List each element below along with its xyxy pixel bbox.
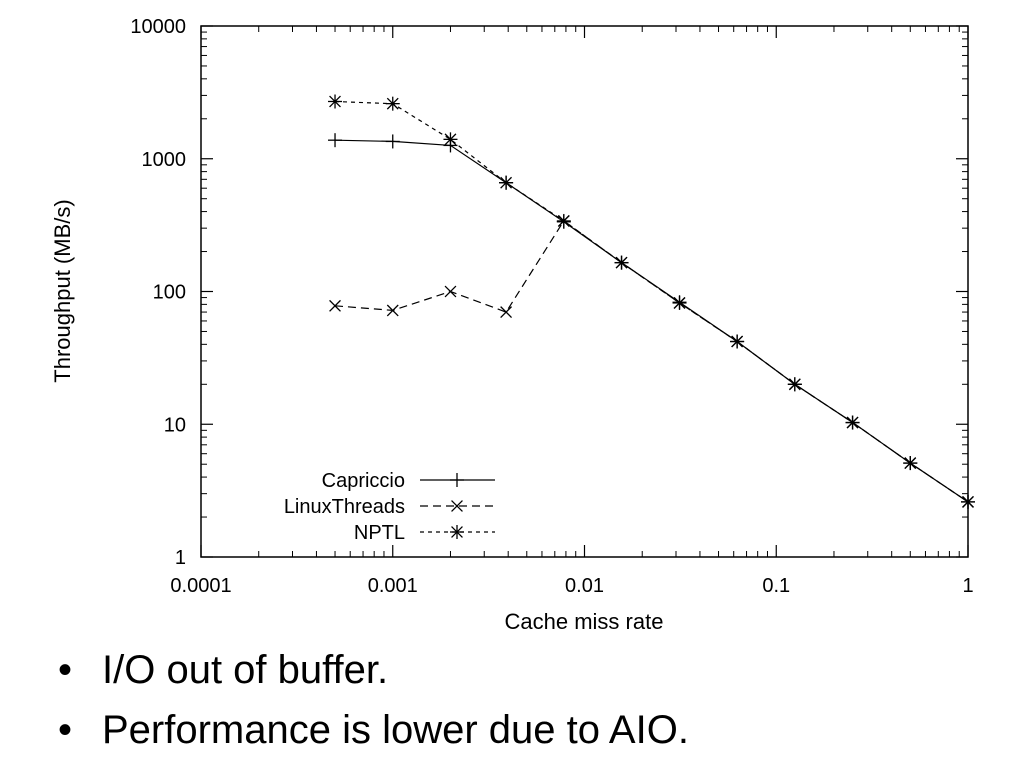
legend: Capriccio LinuxThreads NPTL bbox=[284, 470, 495, 544]
data-point-nptl bbox=[787, 377, 802, 392]
marker-stroke bbox=[329, 95, 341, 108]
marker-stroke bbox=[451, 526, 463, 538]
series-linuxthreads bbox=[329, 215, 974, 508]
data-point-nptl bbox=[845, 415, 860, 430]
marker-stroke bbox=[557, 215, 570, 227]
bullet-text: I/O out of buffer. bbox=[102, 648, 389, 692]
data-point-nptl bbox=[556, 213, 571, 228]
x-tick-label: 1 bbox=[962, 575, 973, 597]
marker-stroke bbox=[386, 97, 399, 110]
marker-stroke bbox=[731, 335, 744, 348]
legend-marker-nptl bbox=[450, 525, 464, 539]
data-point-nptl bbox=[961, 494, 975, 509]
marker-stroke bbox=[500, 176, 513, 189]
bullet-item: • I/O out of buffer. bbox=[58, 640, 689, 700]
y-tick-label: 10000 bbox=[130, 16, 186, 38]
bullet-text: Performance is lower due to AIO. bbox=[102, 708, 689, 752]
data-point-nptl bbox=[328, 94, 343, 109]
legend-label-capriccio: Capriccio bbox=[322, 470, 405, 492]
y-tick-label: 1 bbox=[175, 547, 186, 569]
marker-stroke bbox=[451, 500, 463, 512]
marker-stroke bbox=[444, 285, 457, 298]
marker-stroke bbox=[673, 297, 686, 309]
marker-stroke bbox=[962, 495, 974, 508]
data-point-nptl bbox=[443, 132, 458, 147]
series-line-linuxthreads bbox=[334, 220, 969, 503]
data-point-nptl bbox=[614, 255, 629, 270]
series-layer bbox=[328, 94, 975, 509]
data-point-nptl bbox=[903, 456, 918, 471]
legend-marker-linuxthreads bbox=[451, 500, 463, 512]
y-tick-label: 100 bbox=[153, 282, 186, 304]
data-point-linuxthreads bbox=[444, 285, 457, 298]
data-point-capriccio bbox=[328, 133, 343, 148]
x-tick-label: 0.0001 bbox=[170, 575, 231, 597]
legend-marker-capriccio bbox=[450, 473, 464, 487]
bullet-list: • I/O out of buffer. • Performance is lo… bbox=[58, 640, 689, 760]
data-point-nptl bbox=[385, 96, 400, 111]
series-line-capriccio bbox=[334, 139, 969, 503]
x-tick-label: 0.1 bbox=[762, 575, 790, 597]
series-line-nptl bbox=[334, 100, 969, 503]
data-point-nptl bbox=[499, 175, 514, 190]
data-point-linuxthreads bbox=[500, 306, 513, 318]
data-point-nptl bbox=[730, 334, 745, 349]
y-axis-label: Throughput (MB/s) bbox=[50, 199, 75, 382]
marker-stroke bbox=[788, 378, 801, 391]
marker-stroke bbox=[329, 299, 341, 312]
axis-ticks: 0.0001 0.001 0.01 0.1 1 1 10 100 1000 10000 bbox=[130, 16, 973, 597]
series-nptl bbox=[328, 94, 975, 509]
x-tick-label: 0.001 bbox=[368, 575, 418, 597]
marker-stroke bbox=[615, 256, 628, 269]
marker-stroke bbox=[904, 457, 917, 469]
bullet-symbol: • bbox=[58, 708, 73, 752]
legend-label-nptl: NPTL bbox=[354, 522, 405, 544]
data-point-linuxthreads bbox=[329, 299, 341, 312]
marker-stroke bbox=[386, 304, 399, 317]
y-tick-label: 10 bbox=[164, 414, 186, 436]
throughput-chart: 0.0001 0.001 0.01 0.1 1 1 10 100 1000 10000 Capri… bbox=[50, 16, 975, 634]
data-point-linuxthreads bbox=[386, 304, 399, 317]
legend-label-linuxthreads: LinuxThreads bbox=[284, 496, 405, 518]
plot-frame bbox=[200, 25, 969, 558]
bullet-item: • Performance is lower due to AIO. bbox=[58, 700, 689, 760]
marker-stroke bbox=[846, 416, 859, 429]
y-tick-label: 1000 bbox=[142, 149, 187, 171]
marker-stroke bbox=[500, 306, 513, 318]
marker-stroke bbox=[444, 133, 457, 146]
x-tick-label: 0.01 bbox=[565, 575, 604, 597]
bullet-symbol: • bbox=[58, 648, 73, 692]
x-axis-label: Cache miss rate bbox=[505, 609, 664, 634]
series-capriccio bbox=[328, 133, 975, 509]
data-point-capriccio bbox=[385, 134, 400, 149]
data-point-nptl bbox=[672, 295, 687, 310]
